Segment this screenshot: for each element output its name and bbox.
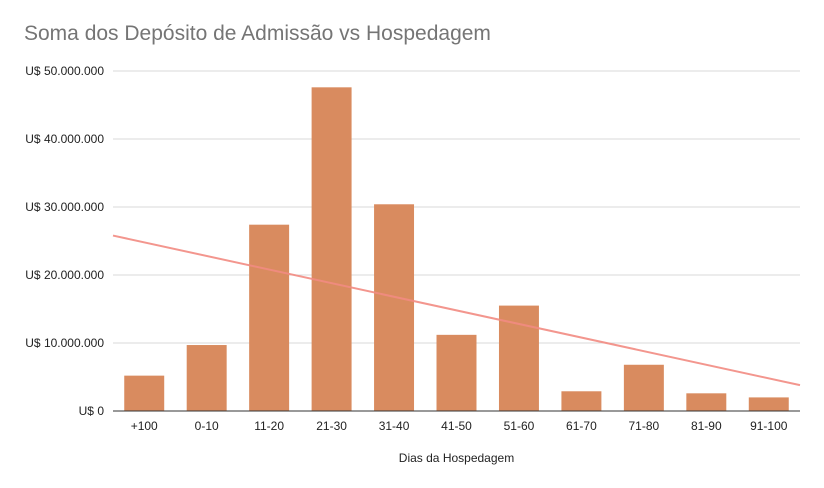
x-tick-label: 0-10 — [195, 419, 219, 433]
x-tick-label: +100 — [131, 419, 158, 433]
bar — [561, 391, 602, 411]
trendline — [112, 234, 801, 387]
bar — [311, 87, 352, 411]
x-tick-label: 61-70 — [566, 419, 597, 433]
y-tick-label: U$ 10.000.000 — [25, 336, 104, 350]
y-axis-ticks: U$ 0 U$ 10.000.000 U$ 20.000.000 U$ 30.000.… — [25, 64, 104, 418]
y-tick-label: U$ 40.000.000 — [25, 132, 104, 146]
bar — [249, 224, 290, 411]
bar — [124, 375, 165, 411]
x-axis-ticks: +100 0-10 11-20 21-30 31-40 41-50 51-60 61-70 71… — [113, 410, 800, 433]
bar — [748, 397, 789, 411]
y-tick-label: U$ 30.000.000 — [25, 200, 104, 214]
bar — [436, 334, 477, 411]
x-tick-label: 71-80 — [629, 419, 660, 433]
y-tick-label: U$ 0 — [79, 404, 105, 418]
y-tick-label: U$ 50.000.000 — [25, 64, 104, 78]
x-tick-label: 11-20 — [254, 419, 284, 433]
bar — [186, 345, 227, 411]
bar — [374, 204, 415, 411]
x-tick-label: 81-90 — [691, 419, 722, 433]
x-tick-label: 31-40 — [379, 419, 410, 433]
x-tick-label: 21-30 — [316, 419, 347, 433]
x-tick-label: 51-60 — [504, 419, 535, 433]
bars — [124, 87, 789, 411]
bar — [686, 393, 727, 411]
x-axis-label: Dias da Hospedagem — [399, 451, 514, 465]
chart-title: Soma dos Depósito de Admissão vs Hospeda… — [24, 22, 491, 45]
x-tick-label: 91-100 — [750, 419, 788, 433]
x-tick-label: 41-50 — [441, 419, 472, 433]
y-tick-label: U$ 20.000.000 — [25, 268, 104, 282]
bar — [623, 364, 664, 411]
